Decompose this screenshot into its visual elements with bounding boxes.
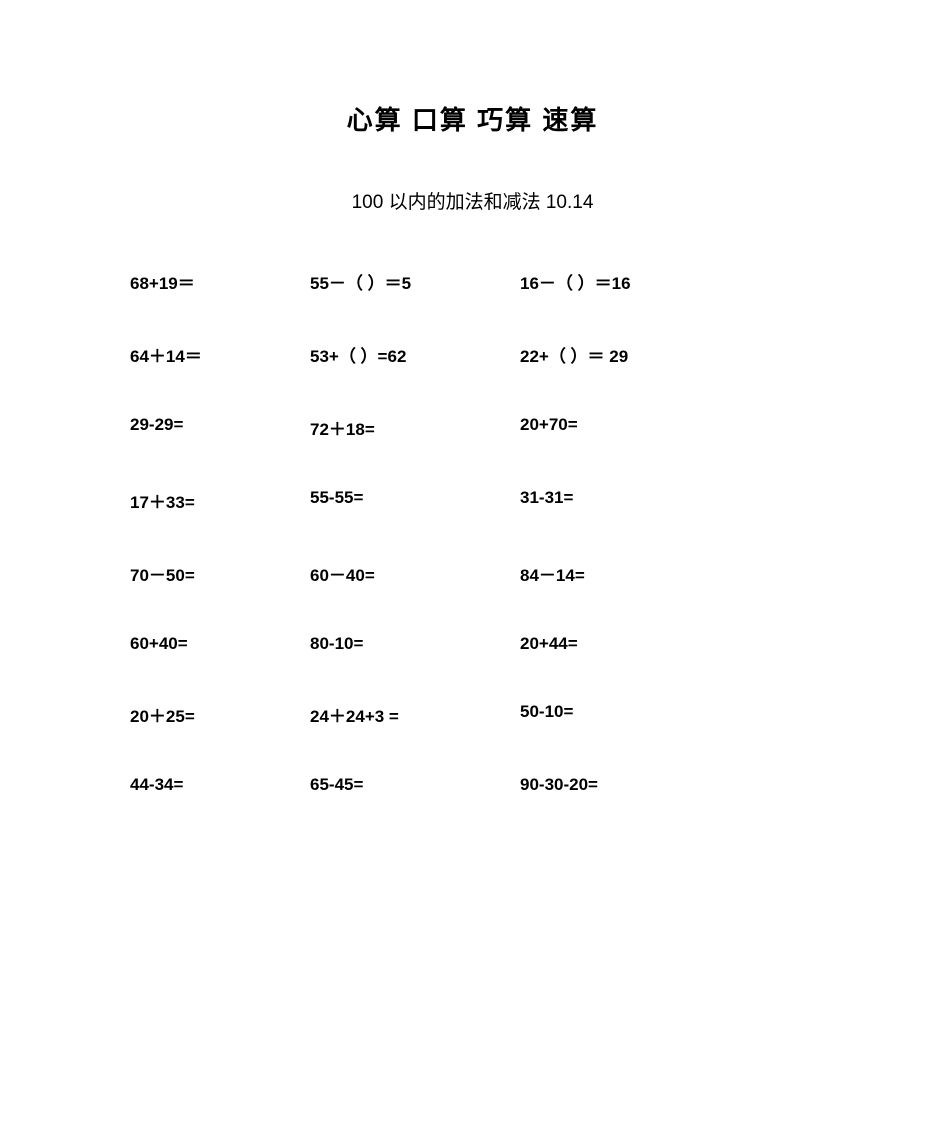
problem-cell: 70－50= bbox=[130, 561, 310, 586]
problem-cell: 55-55= bbox=[310, 488, 520, 513]
problem-cell: 50-10= bbox=[520, 702, 815, 727]
problem-cell: 60－40= bbox=[310, 561, 520, 586]
page-subtitle: 100 以内的加法和减法 10.14 bbox=[130, 187, 815, 214]
problem-grid: 68+19＝ 55－（ ）＝5 16－（ ）＝16 64＋14＝ 53+（ ）=… bbox=[130, 269, 815, 795]
problem-cell: 44-34= bbox=[130, 775, 310, 795]
problem-cell: 68+19＝ bbox=[130, 269, 310, 294]
problem-cell: 16－（ ）＝16 bbox=[520, 269, 815, 294]
problem-cell: 20+70= bbox=[520, 415, 815, 440]
page-title: 心算 口算 巧算 速算 bbox=[130, 100, 815, 137]
problem-cell: 90-30-20= bbox=[520, 775, 815, 795]
problem-cell: 65-45= bbox=[310, 775, 520, 795]
problem-cell: 84－14= bbox=[520, 561, 815, 586]
problem-cell: 55－（ ）＝5 bbox=[310, 269, 520, 294]
problem-cell: 80-10= bbox=[310, 634, 520, 654]
problem-cell: 53+（ ）=62 bbox=[310, 342, 520, 367]
problem-cell: 60+40= bbox=[130, 634, 310, 654]
problem-cell: 17＋33= bbox=[130, 488, 310, 513]
problem-cell: 20＋25= bbox=[130, 702, 310, 727]
problem-cell: 22+（ ）＝ 29 bbox=[520, 342, 815, 367]
problem-cell: 24＋24+3 = bbox=[310, 702, 520, 727]
problem-cell: 72＋18= bbox=[310, 415, 520, 440]
problem-cell: 31-31= bbox=[520, 488, 815, 513]
problem-cell: 20+44= bbox=[520, 634, 815, 654]
problem-cell: 64＋14＝ bbox=[130, 342, 310, 367]
problem-cell: 29-29= bbox=[130, 415, 310, 440]
